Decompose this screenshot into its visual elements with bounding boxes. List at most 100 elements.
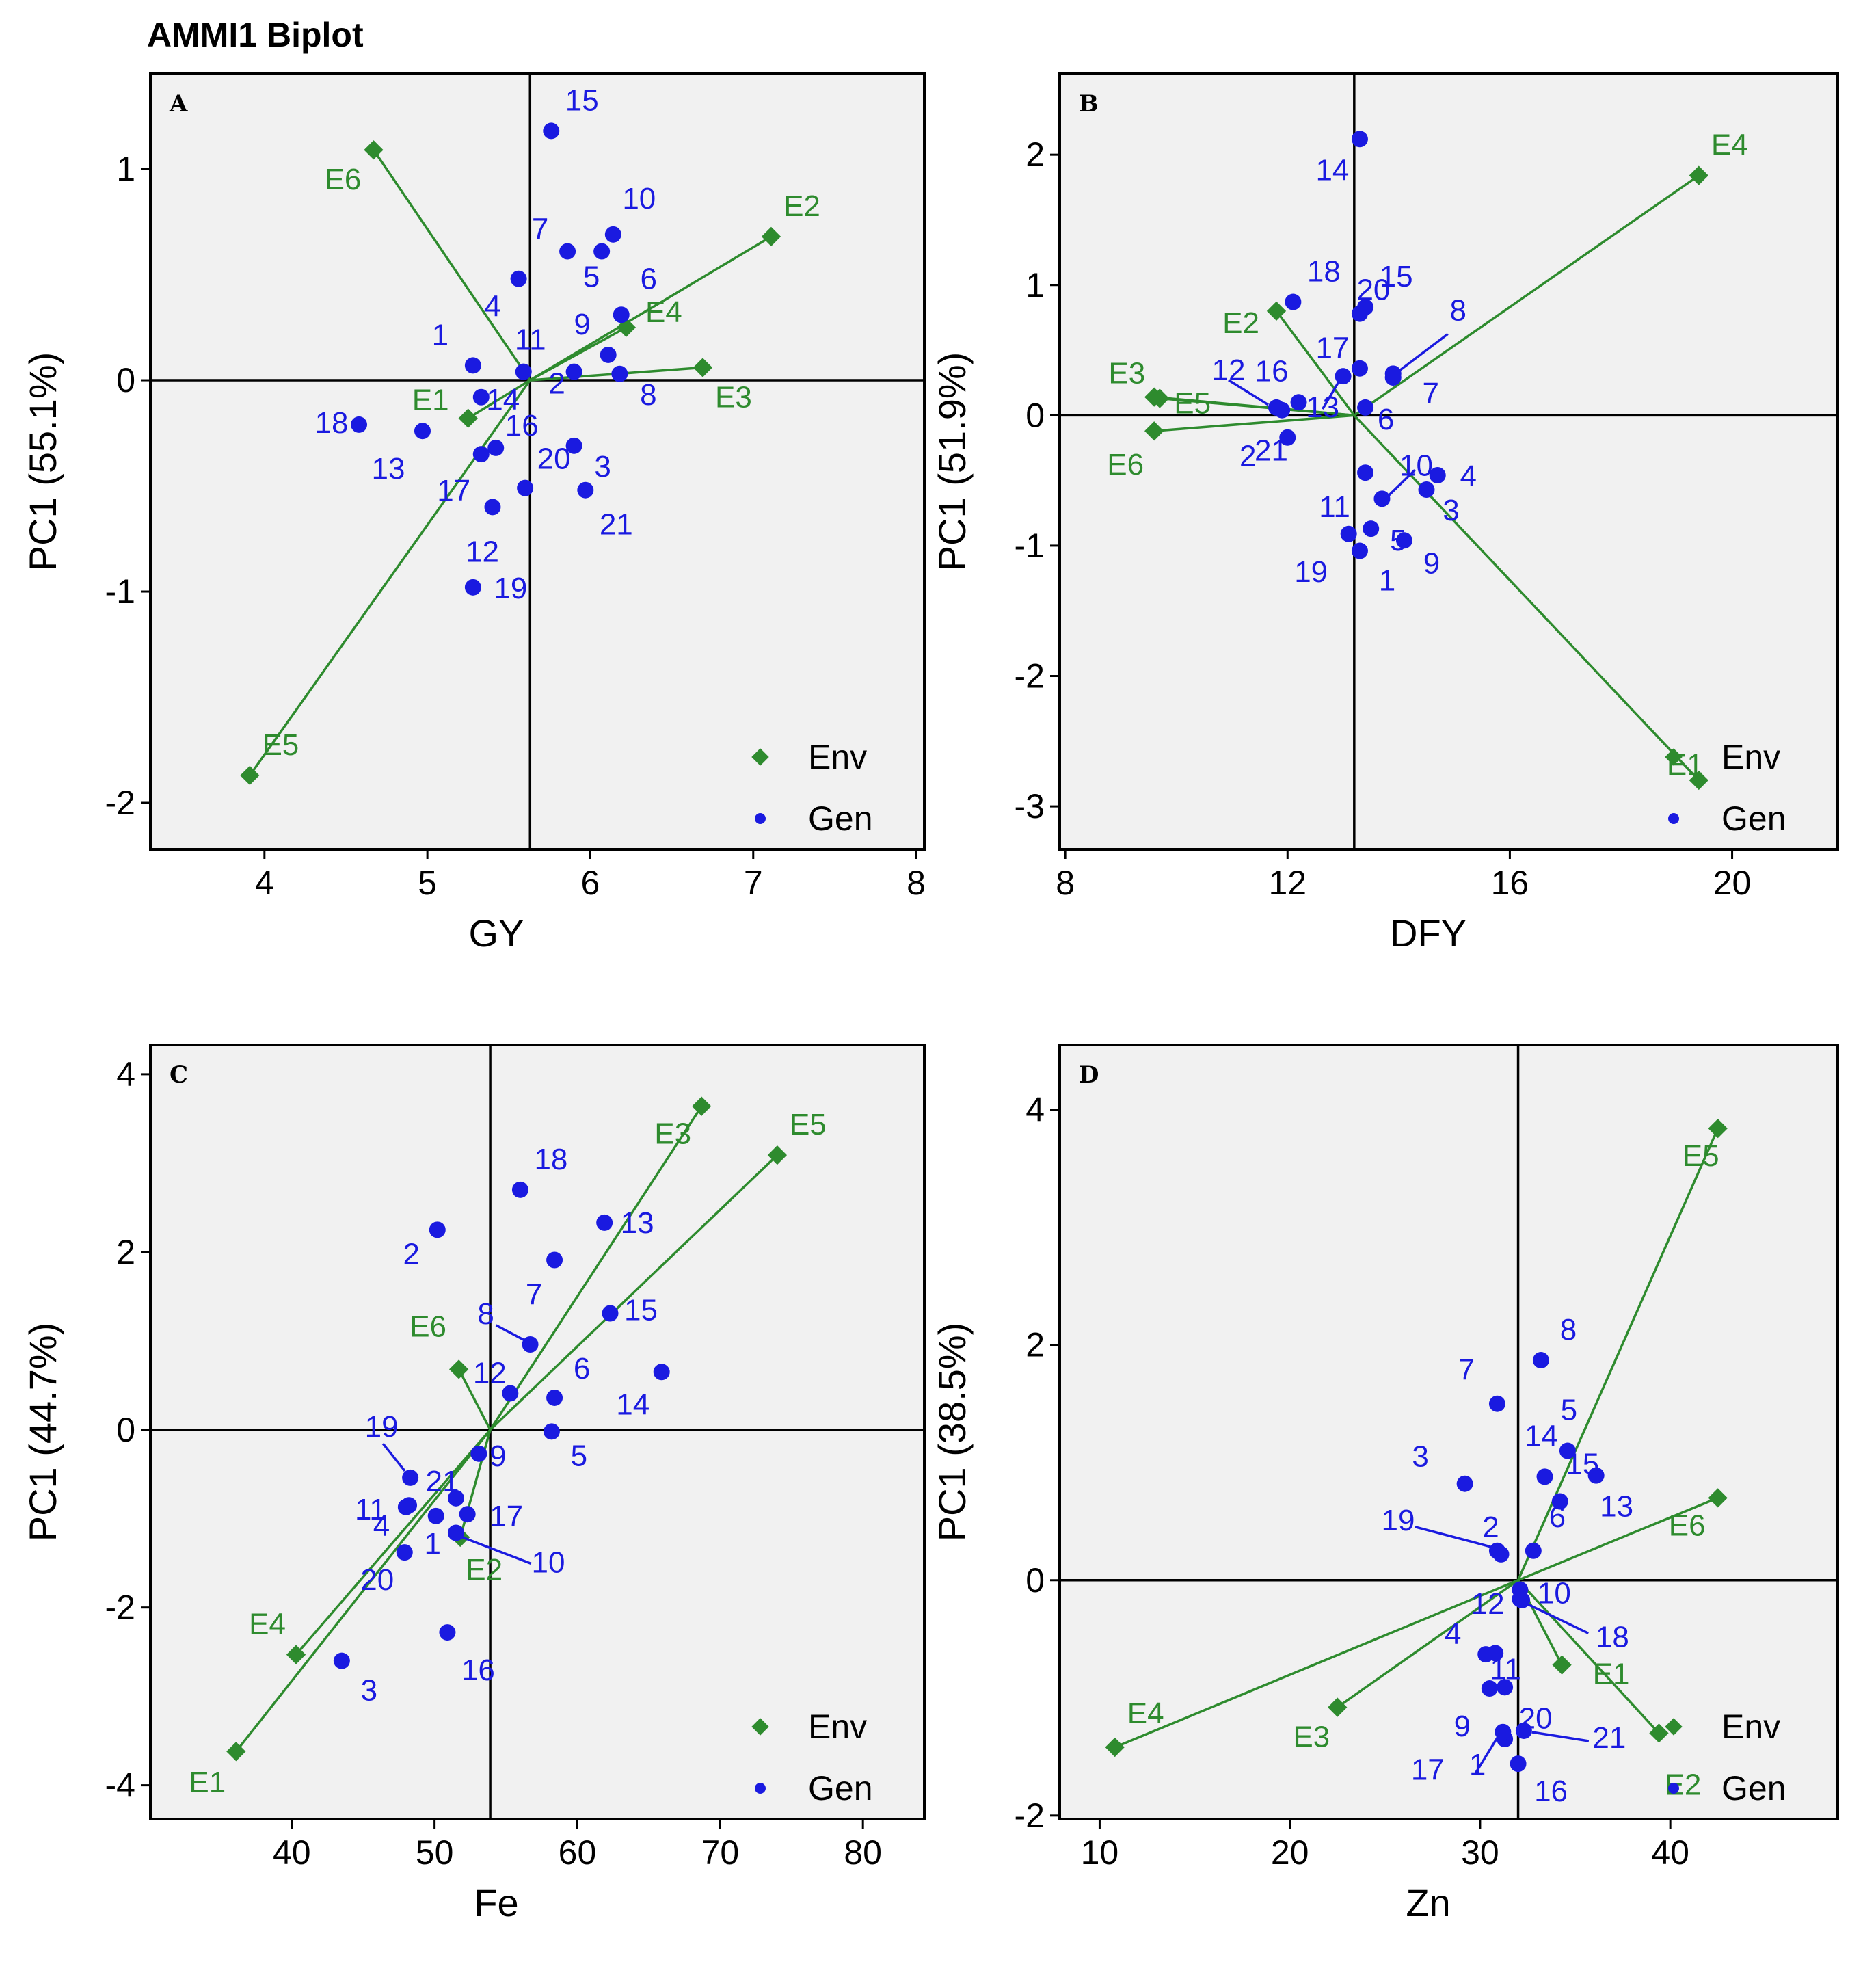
env-point-e3	[1328, 1697, 1348, 1717]
gen-point-15	[602, 1305, 619, 1322]
x-tick-label: 4	[255, 864, 274, 902]
x-tick-label: 16	[1491, 864, 1529, 902]
env-label-e4: E4	[249, 1608, 286, 1641]
env-point-e5	[1708, 1119, 1728, 1139]
env-point-e6	[1708, 1488, 1728, 1508]
gen-point-6	[613, 306, 630, 323]
env-label-e2: E2	[783, 189, 820, 223]
env-label-e1: E1	[412, 384, 449, 417]
env-point-e2	[1266, 301, 1287, 321]
gen-label-11: 11	[355, 1493, 386, 1526]
gen-point-16	[487, 439, 505, 456]
gen-point-21	[447, 1489, 464, 1507]
env-point-e4	[1689, 165, 1708, 185]
plot-area	[1058, 1044, 1839, 1820]
y-tick-label: 4	[116, 1055, 135, 1093]
gen-point-8	[611, 365, 628, 382]
y-tick-label: 2	[1026, 1326, 1045, 1364]
gen-label-5: 5	[571, 1439, 587, 1472]
gen-label-10: 10	[531, 1546, 565, 1580]
gen-label-18: 18	[315, 406, 349, 440]
gen-label-13: 13	[1600, 1490, 1633, 1524]
gen-point-14	[472, 388, 490, 406]
env-vector-e4	[295, 1429, 492, 1656]
env-label-e3: E3	[715, 380, 752, 414]
leader-line	[1474, 1736, 1499, 1774]
gen-point-14	[1536, 1468, 1553, 1485]
env-point-e1	[226, 1742, 246, 1762]
y-axis-title: PC1 (55.1%)	[21, 352, 64, 572]
gen-label-20: 20	[1356, 274, 1390, 307]
gen-label-2: 2	[548, 367, 565, 401]
x-tick-label: 50	[416, 1833, 454, 1872]
gen-label-17: 17	[490, 1500, 523, 1533]
gen-label-2: 2	[403, 1237, 420, 1271]
leader-line	[1531, 1731, 1590, 1742]
gen-label-8: 8	[1449, 293, 1466, 327]
legend-env-label: Env	[808, 738, 867, 776]
env-vector-e1	[467, 379, 531, 420]
gen-point-21	[1515, 1722, 1532, 1739]
env-label-e6: E6	[410, 1310, 446, 1343]
env-label-e4: E4	[1127, 1697, 1164, 1730]
gen-label-4: 4	[484, 290, 500, 323]
env-point-e5	[240, 765, 260, 785]
gen-point-5	[593, 243, 611, 260]
gen-point-9	[1395, 532, 1412, 549]
gen-label-8: 8	[477, 1297, 494, 1331]
y-tick-label: -1	[1015, 527, 1045, 565]
x-tick-label: 20	[1271, 1833, 1309, 1872]
gen-point-18	[1285, 293, 1302, 310]
env-point-e6	[448, 1359, 469, 1379]
env-point-e4	[1105, 1737, 1125, 1757]
y-tick-label: -2	[105, 784, 135, 822]
gen-label-3: 3	[1443, 494, 1459, 527]
y-tick-label: 1	[1026, 266, 1045, 304]
y-tick-label: -2	[105, 1589, 135, 1627]
gen-point-6	[1357, 399, 1374, 416]
y-tick-label: 2	[116, 1233, 135, 1271]
gen-label-7: 7	[1422, 377, 1438, 410]
env-point-e6	[1144, 421, 1164, 441]
gen-label-8: 8	[1560, 1313, 1577, 1346]
gen-label-15: 15	[565, 83, 599, 117]
gen-point-17	[1351, 360, 1368, 377]
env-label-e5: E5	[790, 1108, 827, 1141]
panel-letter: D	[1079, 1061, 1099, 1089]
y-tick-label: -2	[1015, 1796, 1045, 1835]
gen-point-1	[427, 1507, 444, 1524]
gen-point-10	[604, 226, 621, 243]
gen-label-1: 1	[1379, 564, 1395, 598]
plot-area	[1058, 72, 1839, 851]
env-point-e1	[458, 408, 478, 428]
gen-label-1: 1	[432, 318, 448, 351]
gen-point-18	[511, 1181, 528, 1198]
env-label-e2: E2	[1222, 306, 1259, 340]
gen-label-3: 3	[1412, 1440, 1428, 1474]
legend-gen-marker	[755, 1783, 766, 1794]
env-point-e6	[364, 140, 384, 160]
y-tick-label: 0	[1026, 1561, 1045, 1600]
x-axis-title: DFY	[1390, 912, 1466, 955]
env-vector-e6	[1517, 1496, 1719, 1582]
gen-label-11: 11	[515, 323, 546, 357]
legend-gen-label: Gen	[808, 1769, 873, 1807]
x-tick-label: 60	[559, 1833, 597, 1872]
gen-point-8	[522, 1336, 539, 1353]
gen-point-14	[1351, 131, 1368, 148]
gen-label-1: 1	[424, 1527, 440, 1561]
gen-label-21: 21	[1592, 1721, 1626, 1755]
gen-point-15	[543, 122, 560, 140]
env-vector-e1	[1353, 414, 1700, 782]
leader-line	[495, 1324, 526, 1342]
gen-label-12: 12	[466, 535, 499, 568]
x-tick-label: 8	[907, 864, 926, 902]
gen-label-6: 6	[574, 1352, 590, 1385]
gen-label-15: 15	[1566, 1448, 1599, 1481]
gen-point-10	[447, 1524, 464, 1541]
gen-label-9: 9	[574, 308, 590, 341]
gen-label-21: 21	[425, 1465, 459, 1498]
gen-point-20	[517, 479, 534, 496]
gen-point-21	[577, 481, 594, 499]
